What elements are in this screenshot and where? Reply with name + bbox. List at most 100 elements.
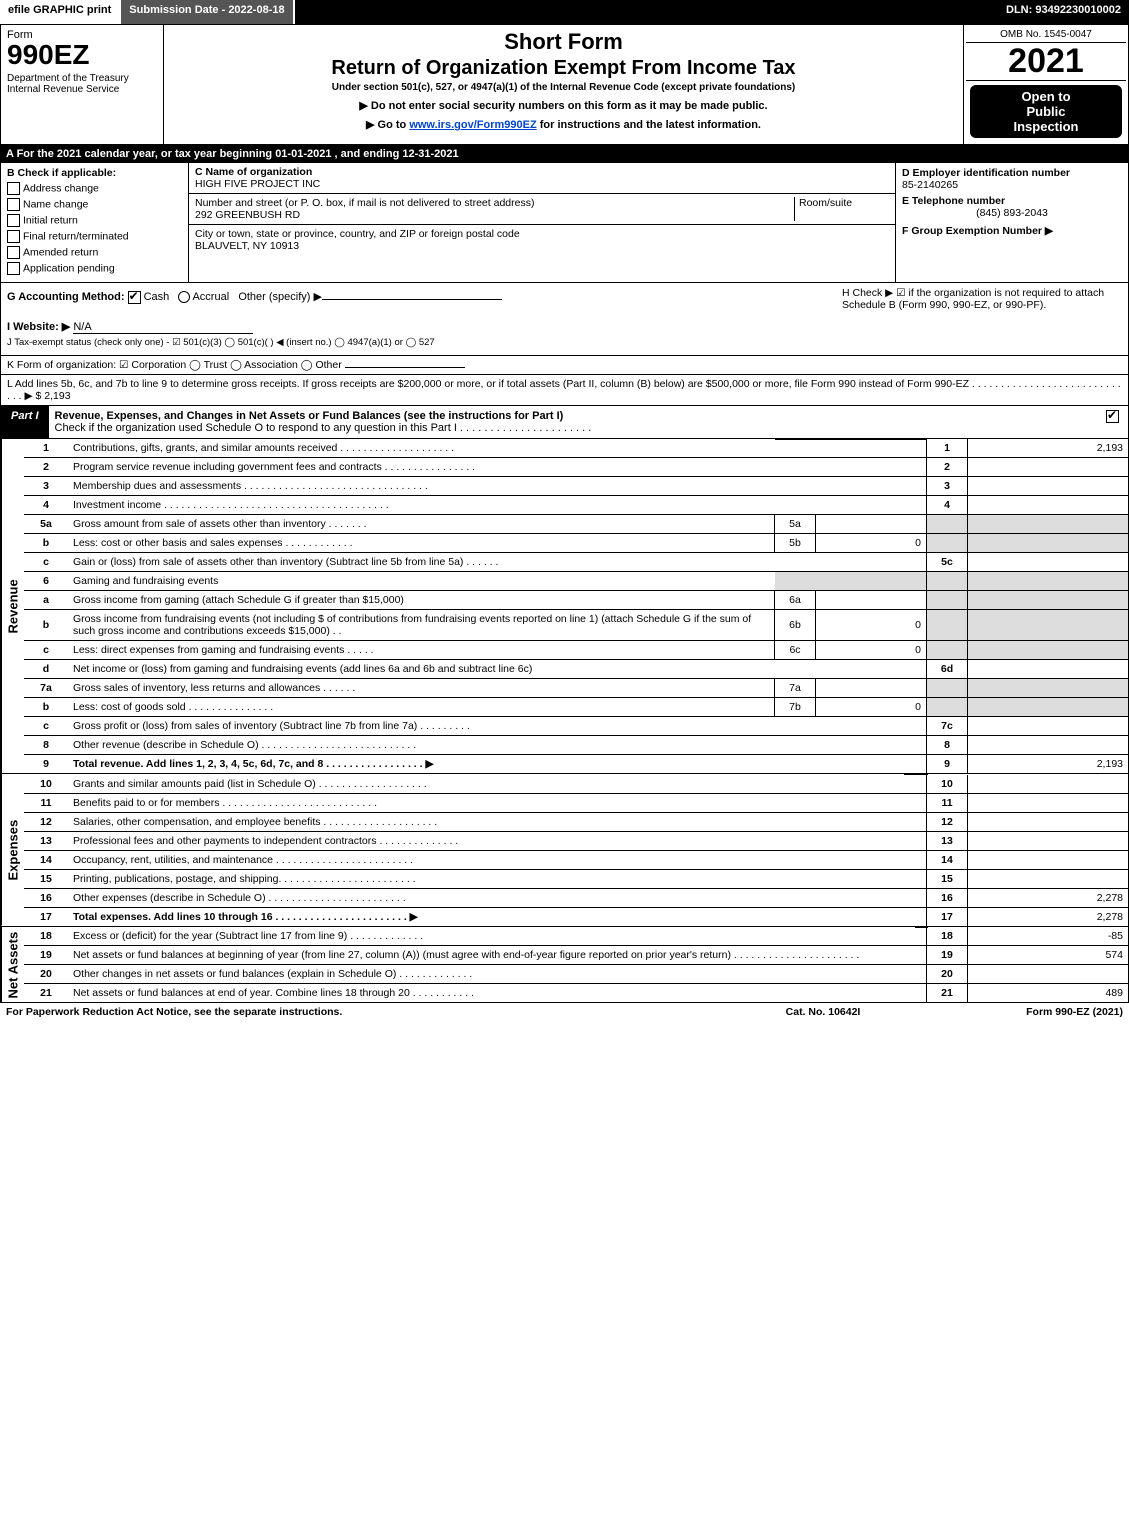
lbl-initial-return: Initial return bbox=[23, 215, 78, 227]
insp-line1: Open to bbox=[974, 89, 1118, 104]
line-number: 10 bbox=[24, 775, 68, 794]
spacer bbox=[915, 984, 926, 1003]
line-desc: Less: cost or other basis and sales expe… bbox=[68, 534, 775, 553]
line-number: c bbox=[24, 717, 68, 736]
block-ghij: G Accounting Method: Cash Accrual Other … bbox=[0, 283, 1129, 356]
chk-final-return[interactable] bbox=[7, 230, 20, 243]
note2-post: for instructions and the latest informat… bbox=[537, 119, 761, 131]
spacer bbox=[775, 458, 927, 477]
chk-address-change[interactable] bbox=[7, 182, 20, 195]
spacer bbox=[775, 736, 927, 755]
num-col: 12 bbox=[927, 812, 968, 831]
box-h: H Check ▶ ☑ if the organization is not r… bbox=[842, 287, 1122, 351]
table-row: dNet income or (loss) from gaming and fu… bbox=[24, 660, 1128, 679]
irs-link[interactable]: www.irs.gov/Form990EZ bbox=[409, 119, 536, 131]
part1-desc: Revenue, Expenses, and Changes in Net As… bbox=[49, 406, 1100, 438]
part1-checkline: Check if the organization used Schedule … bbox=[55, 422, 592, 434]
sub-amount: 0 bbox=[816, 698, 927, 717]
amount-cell bbox=[968, 793, 1129, 812]
under-section: Under section 501(c), 527, or 4947(a)(1)… bbox=[172, 82, 955, 93]
expenses-grid: Expenses 10Grants and similar amounts pa… bbox=[0, 774, 1129, 927]
table-row: 8Other revenue (describe in Schedule O) … bbox=[24, 736, 1128, 755]
table-row: 14Occupancy, rent, utilities, and mainte… bbox=[24, 850, 1128, 869]
table-row: 6Gaming and fundraising events bbox=[24, 572, 1128, 591]
footer: For Paperwork Reduction Act Notice, see … bbox=[0, 1003, 1129, 1021]
num-col: 19 bbox=[927, 946, 968, 965]
chk-app-pending[interactable] bbox=[7, 262, 20, 275]
expenses-vlabel: Expenses bbox=[1, 774, 24, 926]
num-col bbox=[927, 610, 968, 641]
line-number: d bbox=[24, 660, 68, 679]
amount-cell bbox=[968, 458, 1129, 477]
chk-initial-return[interactable] bbox=[7, 214, 20, 227]
line-desc: Total expenses. Add lines 10 through 16 … bbox=[68, 907, 904, 926]
chk-accrual[interactable] bbox=[178, 291, 190, 303]
lbl-app-pending: Application pending bbox=[23, 263, 115, 275]
chk-cash[interactable] bbox=[128, 291, 141, 304]
line-number: 15 bbox=[24, 869, 68, 888]
spacer bbox=[904, 888, 926, 907]
line-number: 1 bbox=[24, 439, 68, 458]
line-desc: Gross amount from sale of assets other t… bbox=[68, 515, 775, 534]
other-input[interactable] bbox=[322, 299, 502, 300]
k-other-input[interactable] bbox=[345, 367, 465, 368]
efile-label: efile GRAPHIC print bbox=[0, 0, 121, 24]
num-col: 8 bbox=[927, 736, 968, 755]
line-desc: Gross income from fundraising events (no… bbox=[68, 610, 775, 641]
table-row: 7aGross sales of inventory, less returns… bbox=[24, 679, 1128, 698]
dept-label: Department of the Treasury Internal Reve… bbox=[7, 73, 157, 95]
spacer bbox=[775, 439, 927, 458]
spacer bbox=[915, 927, 926, 946]
box-d-label: D Employer identification number bbox=[902, 167, 1122, 179]
box-e-label: E Telephone number bbox=[902, 195, 1122, 207]
netassets-grid: Net Assets 18Excess or (deficit) for the… bbox=[0, 927, 1129, 1004]
footer-left: For Paperwork Reduction Act Notice, see … bbox=[6, 1006, 723, 1018]
table-row: 11 Benefits paid to or for members . . . … bbox=[24, 793, 1128, 812]
amount-cell bbox=[968, 553, 1129, 572]
top-bar: efile GRAPHIC print Submission Date - 20… bbox=[0, 0, 1129, 24]
i-label: I Website: ▶ bbox=[7, 321, 70, 333]
amount-cell bbox=[968, 850, 1129, 869]
num-col: 7c bbox=[927, 717, 968, 736]
num-col bbox=[927, 641, 968, 660]
lbl-accrual: Accrual bbox=[192, 291, 229, 303]
table-row: 20Other changes in net assets or fund ba… bbox=[24, 965, 1128, 984]
note-goto: ▶ Go to www.irs.gov/Form990EZ for instru… bbox=[172, 118, 955, 131]
table-row: 13Professional fees and other payments t… bbox=[24, 831, 1128, 850]
form-header: Form 990EZ Department of the Treasury In… bbox=[0, 24, 1129, 145]
spacer bbox=[904, 793, 926, 812]
line-desc: Benefits paid to or for members . . . . … bbox=[68, 793, 904, 812]
amount-cell bbox=[968, 591, 1129, 610]
num-col bbox=[927, 591, 968, 610]
amount-cell: 2,193 bbox=[968, 439, 1129, 458]
table-row: 10Grants and similar amounts paid (list … bbox=[24, 775, 1128, 794]
spacer bbox=[775, 572, 927, 591]
chk-part1-schedule-o[interactable] bbox=[1106, 410, 1119, 423]
row-j: J Tax-exempt status (check only one) - ☑… bbox=[7, 337, 832, 348]
footer-mid: Cat. No. 10642I bbox=[723, 1006, 923, 1018]
box-d-e-f: D Employer identification number 85-2140… bbox=[896, 163, 1128, 282]
short-form-title: Short Form bbox=[172, 29, 955, 55]
num-col: 11 bbox=[927, 793, 968, 812]
line-number: 7a bbox=[24, 679, 68, 698]
chk-amended[interactable] bbox=[7, 246, 20, 259]
line-number: b bbox=[24, 610, 68, 641]
table-row: 15Printing, publications, postage, and s… bbox=[24, 869, 1128, 888]
box-b-title: B Check if applicable: bbox=[7, 167, 182, 179]
row-i: I Website: ▶ N/A bbox=[7, 320, 832, 334]
lbl-address-change: Address change bbox=[23, 183, 99, 195]
line-desc: Gain or (loss) from sale of assets other… bbox=[68, 553, 775, 572]
line-desc: Program service revenue including govern… bbox=[68, 458, 775, 477]
sub-amount: 0 bbox=[816, 641, 927, 660]
num-col bbox=[927, 698, 968, 717]
spacer bbox=[775, 496, 927, 515]
chk-name-change[interactable] bbox=[7, 198, 20, 211]
table-row: 2Program service revenue including gover… bbox=[24, 458, 1128, 477]
amount-cell bbox=[968, 679, 1129, 698]
table-row: 1Contributions, gifts, grants, and simil… bbox=[24, 439, 1128, 458]
line-desc: Occupancy, rent, utilities, and maintena… bbox=[68, 850, 904, 869]
num-col: 18 bbox=[927, 927, 968, 946]
num-col: 15 bbox=[927, 869, 968, 888]
line-desc: Other expenses (describe in Schedule O) … bbox=[68, 888, 904, 907]
amount-cell bbox=[968, 698, 1129, 717]
